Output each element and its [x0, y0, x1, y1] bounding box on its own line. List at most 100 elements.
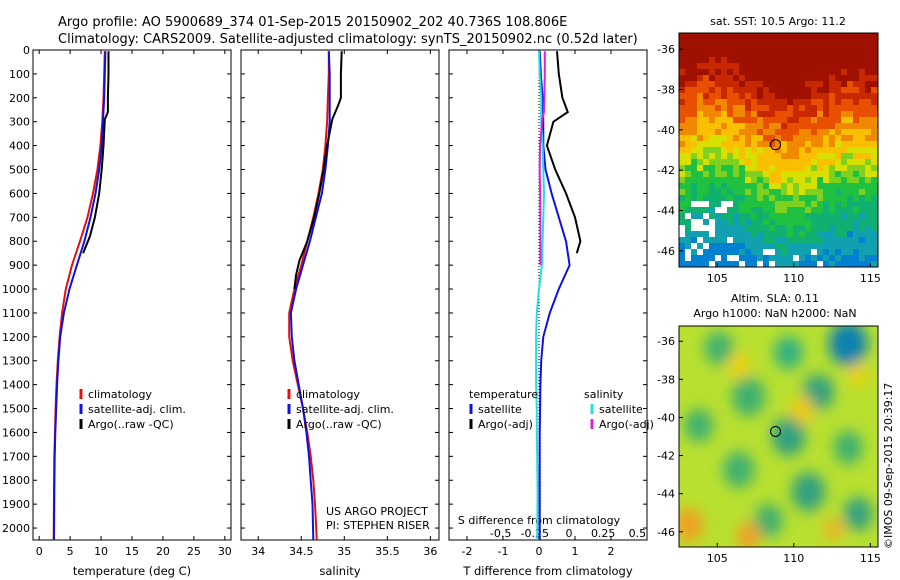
series-line-temperature-argoadj — [545, 51, 582, 254]
legend-label: satellite-adj. clim. — [296, 403, 394, 416]
x-tick-label: 110 — [783, 552, 804, 565]
y-tick-label: 1000 — [2, 283, 30, 296]
series-line-satelliteadjclim — [289, 51, 331, 541]
y-tick-label: 1500 — [2, 403, 30, 416]
x-tick-label: 5 — [67, 545, 74, 558]
x-tick-label: 1 — [572, 545, 579, 558]
y-tick-label: 900 — [9, 259, 30, 272]
x-tick-label: 105 — [707, 272, 728, 285]
y-tick-label: 1700 — [2, 450, 30, 463]
y-tick-label: 500 — [9, 164, 30, 177]
sst-map-title: sat. SST: 10.5 Argo: 11.2 — [710, 15, 846, 28]
figure-title-line2: Climatology: CARS2009. Satellite-adjuste… — [58, 32, 638, 47]
annotation-text: US ARGO PROJECT — [326, 505, 428, 518]
sla-map-frame — [678, 325, 879, 548]
y-tick-label: -38 — [657, 83, 675, 96]
x-tick-label: 36 — [423, 545, 437, 558]
legend-label: satellite-adj. clim. — [88, 403, 186, 416]
series-line-temperature-satellite — [538, 51, 571, 540]
y-tick-label: 1400 — [2, 379, 30, 392]
sla-argo-marker — [770, 425, 782, 437]
y-tick-label: 200 — [9, 92, 30, 105]
y-tick-label: 300 — [9, 116, 30, 129]
salinity-panel: 34 34.5 35 35.5 36 salinity climatology satelli… — [240, 49, 440, 578]
sst-map-axes: 105 110 115 -36 -38 -40 -42 -44 -46 — [657, 43, 881, 285]
figure-title-line1: Argo profile: AO 5900689_374 01-Sep-2015… — [58, 15, 567, 30]
y-tick-label: -46 — [657, 245, 675, 258]
y-tick-label: 600 — [9, 187, 30, 200]
legend-label: Argo(-adj) — [478, 418, 533, 431]
series-line-salinity-argoadj — [538, 51, 546, 266]
y-tick-label: 1800 — [2, 474, 30, 487]
y-tick-label: -42 — [657, 164, 675, 177]
y-tick-label: 1300 — [2, 355, 30, 368]
legend-label: Argo(..raw -QC) — [296, 418, 382, 431]
x-tick-label: 0 — [36, 545, 43, 558]
plot-frame — [448, 49, 648, 541]
x-tick-label: 30 — [218, 545, 232, 558]
x-tick-label: 115 — [860, 552, 881, 565]
legend-label: climatology — [296, 388, 360, 401]
temperature-panel: 0100200300400500600700800900100011001200… — [2, 44, 232, 578]
sla-map-title: Altim. SLA: 0.11 — [731, 292, 819, 305]
series-line-argorawqc — [82, 51, 110, 254]
y-tick-label: -42 — [657, 450, 675, 463]
y-tick-label: -36 — [657, 335, 675, 348]
x-tick-label: -2 — [462, 545, 473, 558]
y-tick-label: -40 — [657, 411, 675, 424]
s-tick-label: 0 — [566, 527, 573, 540]
y-tick-label: 1900 — [2, 498, 30, 511]
sst-map-panel: sat. SST: 10.5 Argo: 11.2 105 110 115 -36 -3… — [657, 15, 881, 285]
sst-argo-marker — [770, 139, 782, 151]
x-tick-label: 15 — [125, 545, 139, 558]
x-tick-label: 0 — [536, 545, 543, 558]
y-tick-label: -44 — [657, 488, 675, 501]
y-tick-label: 100 — [9, 68, 30, 81]
x-tick-label: 10 — [94, 545, 108, 558]
y-tick-label: 1100 — [2, 307, 30, 320]
sst-field — [679, 33, 878, 267]
imos-credit: ©IMOS 09-Sep-2015 20:39:17 — [882, 383, 895, 549]
x-tick-label: 34.5 — [289, 545, 314, 558]
x-axis-label: T difference from climatology — [462, 564, 633, 578]
y-tick-label: 800 — [9, 235, 30, 248]
y-tick-label: -44 — [657, 205, 675, 218]
x-tick-label: -1 — [498, 545, 509, 558]
y-tick-label: -38 — [657, 373, 675, 386]
legend-label: satellite — [599, 403, 643, 416]
sla-map-panel: Altim. SLA: 0.11 Argo h1000: NaN h2000: … — [657, 292, 881, 565]
x-tick-label: 20 — [156, 545, 170, 558]
y-tick-label: 0 — [23, 44, 30, 57]
series-line-satelliteadjclim — [53, 51, 107, 541]
series-line-argorawqc — [293, 51, 343, 290]
s-tick-label: 0.25 — [591, 527, 616, 540]
x-tick-label: 110 — [783, 272, 804, 285]
y-tick-label: -40 — [657, 124, 675, 137]
x-tick-label: 35 — [337, 545, 351, 558]
plot-frame — [240, 49, 440, 541]
legend-heading: salinity — [584, 388, 624, 401]
x-tick-label: 115 — [860, 272, 881, 285]
y-tick-label: 2000 — [2, 522, 30, 535]
x-tick-label: 25 — [187, 545, 201, 558]
x-tick-label: 2 — [608, 545, 615, 558]
legend-label: climatology — [88, 388, 152, 401]
sla-field — [679, 326, 878, 547]
y-tick-label: -46 — [657, 526, 675, 539]
annotation-text: PI: STEPHEN RISER — [326, 519, 430, 532]
legend-label: Argo(-adj) — [599, 418, 654, 431]
legend-heading: temperature — [469, 388, 538, 401]
sla-map-subtitle: Argo h1000: NaN h2000: NaN — [693, 307, 856, 320]
x-axis-label: salinity — [319, 564, 360, 578]
x-tick-label: 105 — [707, 552, 728, 565]
y-tick-label: 1200 — [2, 331, 30, 344]
s-tick-label: -0.25 — [521, 527, 549, 540]
sla-map-axes: 105 110 115 -36 -38 -40 -42 -44 -46 — [657, 335, 881, 565]
y-tick-label: 400 — [9, 140, 30, 153]
x-tick-label: 34 — [251, 545, 265, 558]
sst-map-frame — [678, 32, 879, 268]
s-tick-label: 0.5 — [629, 527, 647, 540]
x-axis-label: temperature (deg C) — [73, 564, 191, 578]
